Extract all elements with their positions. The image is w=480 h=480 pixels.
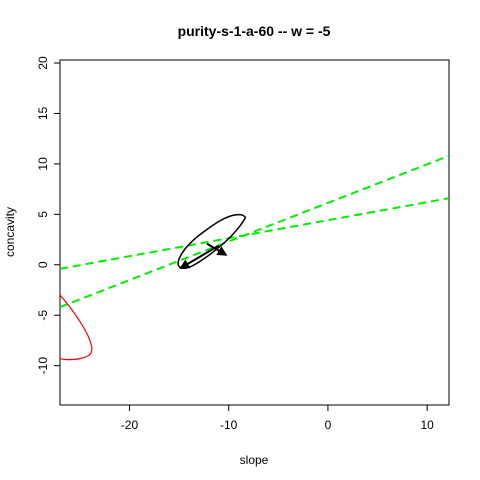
y-tick-label: 20 (36, 56, 50, 70)
ellipse-curve (177, 213, 247, 270)
arrow-layer (179, 242, 228, 269)
y-axis: -10 -5 0 5 10 15 20 (36, 56, 61, 375)
arrow (179, 244, 220, 269)
x-tick-label: -20 (121, 418, 139, 432)
x-tick-label: 0 (325, 418, 332, 432)
red-curve (60, 294, 93, 361)
y-tick-label: 10 (36, 157, 50, 171)
arrow (206, 242, 228, 256)
series-layer (60, 154, 449, 361)
x-axis-label: slope (240, 453, 269, 467)
y-tick-label: 15 (36, 106, 50, 120)
chart-title: purity-s-1-a-60 -- w = -5 (178, 23, 331, 39)
y-axis-label: concavity (3, 207, 17, 257)
dashed-line (60, 154, 449, 309)
y-tick-label: 0 (36, 261, 50, 268)
y-tick-label: -5 (36, 310, 50, 321)
x-tick-label: 10 (420, 418, 434, 432)
x-axis: -20 -10 0 10 (121, 404, 434, 432)
y-tick-label: 5 (36, 211, 50, 218)
y-tick-label: -10 (36, 357, 50, 375)
dashed-line (60, 197, 449, 270)
x-tick-label: -10 (220, 418, 238, 432)
